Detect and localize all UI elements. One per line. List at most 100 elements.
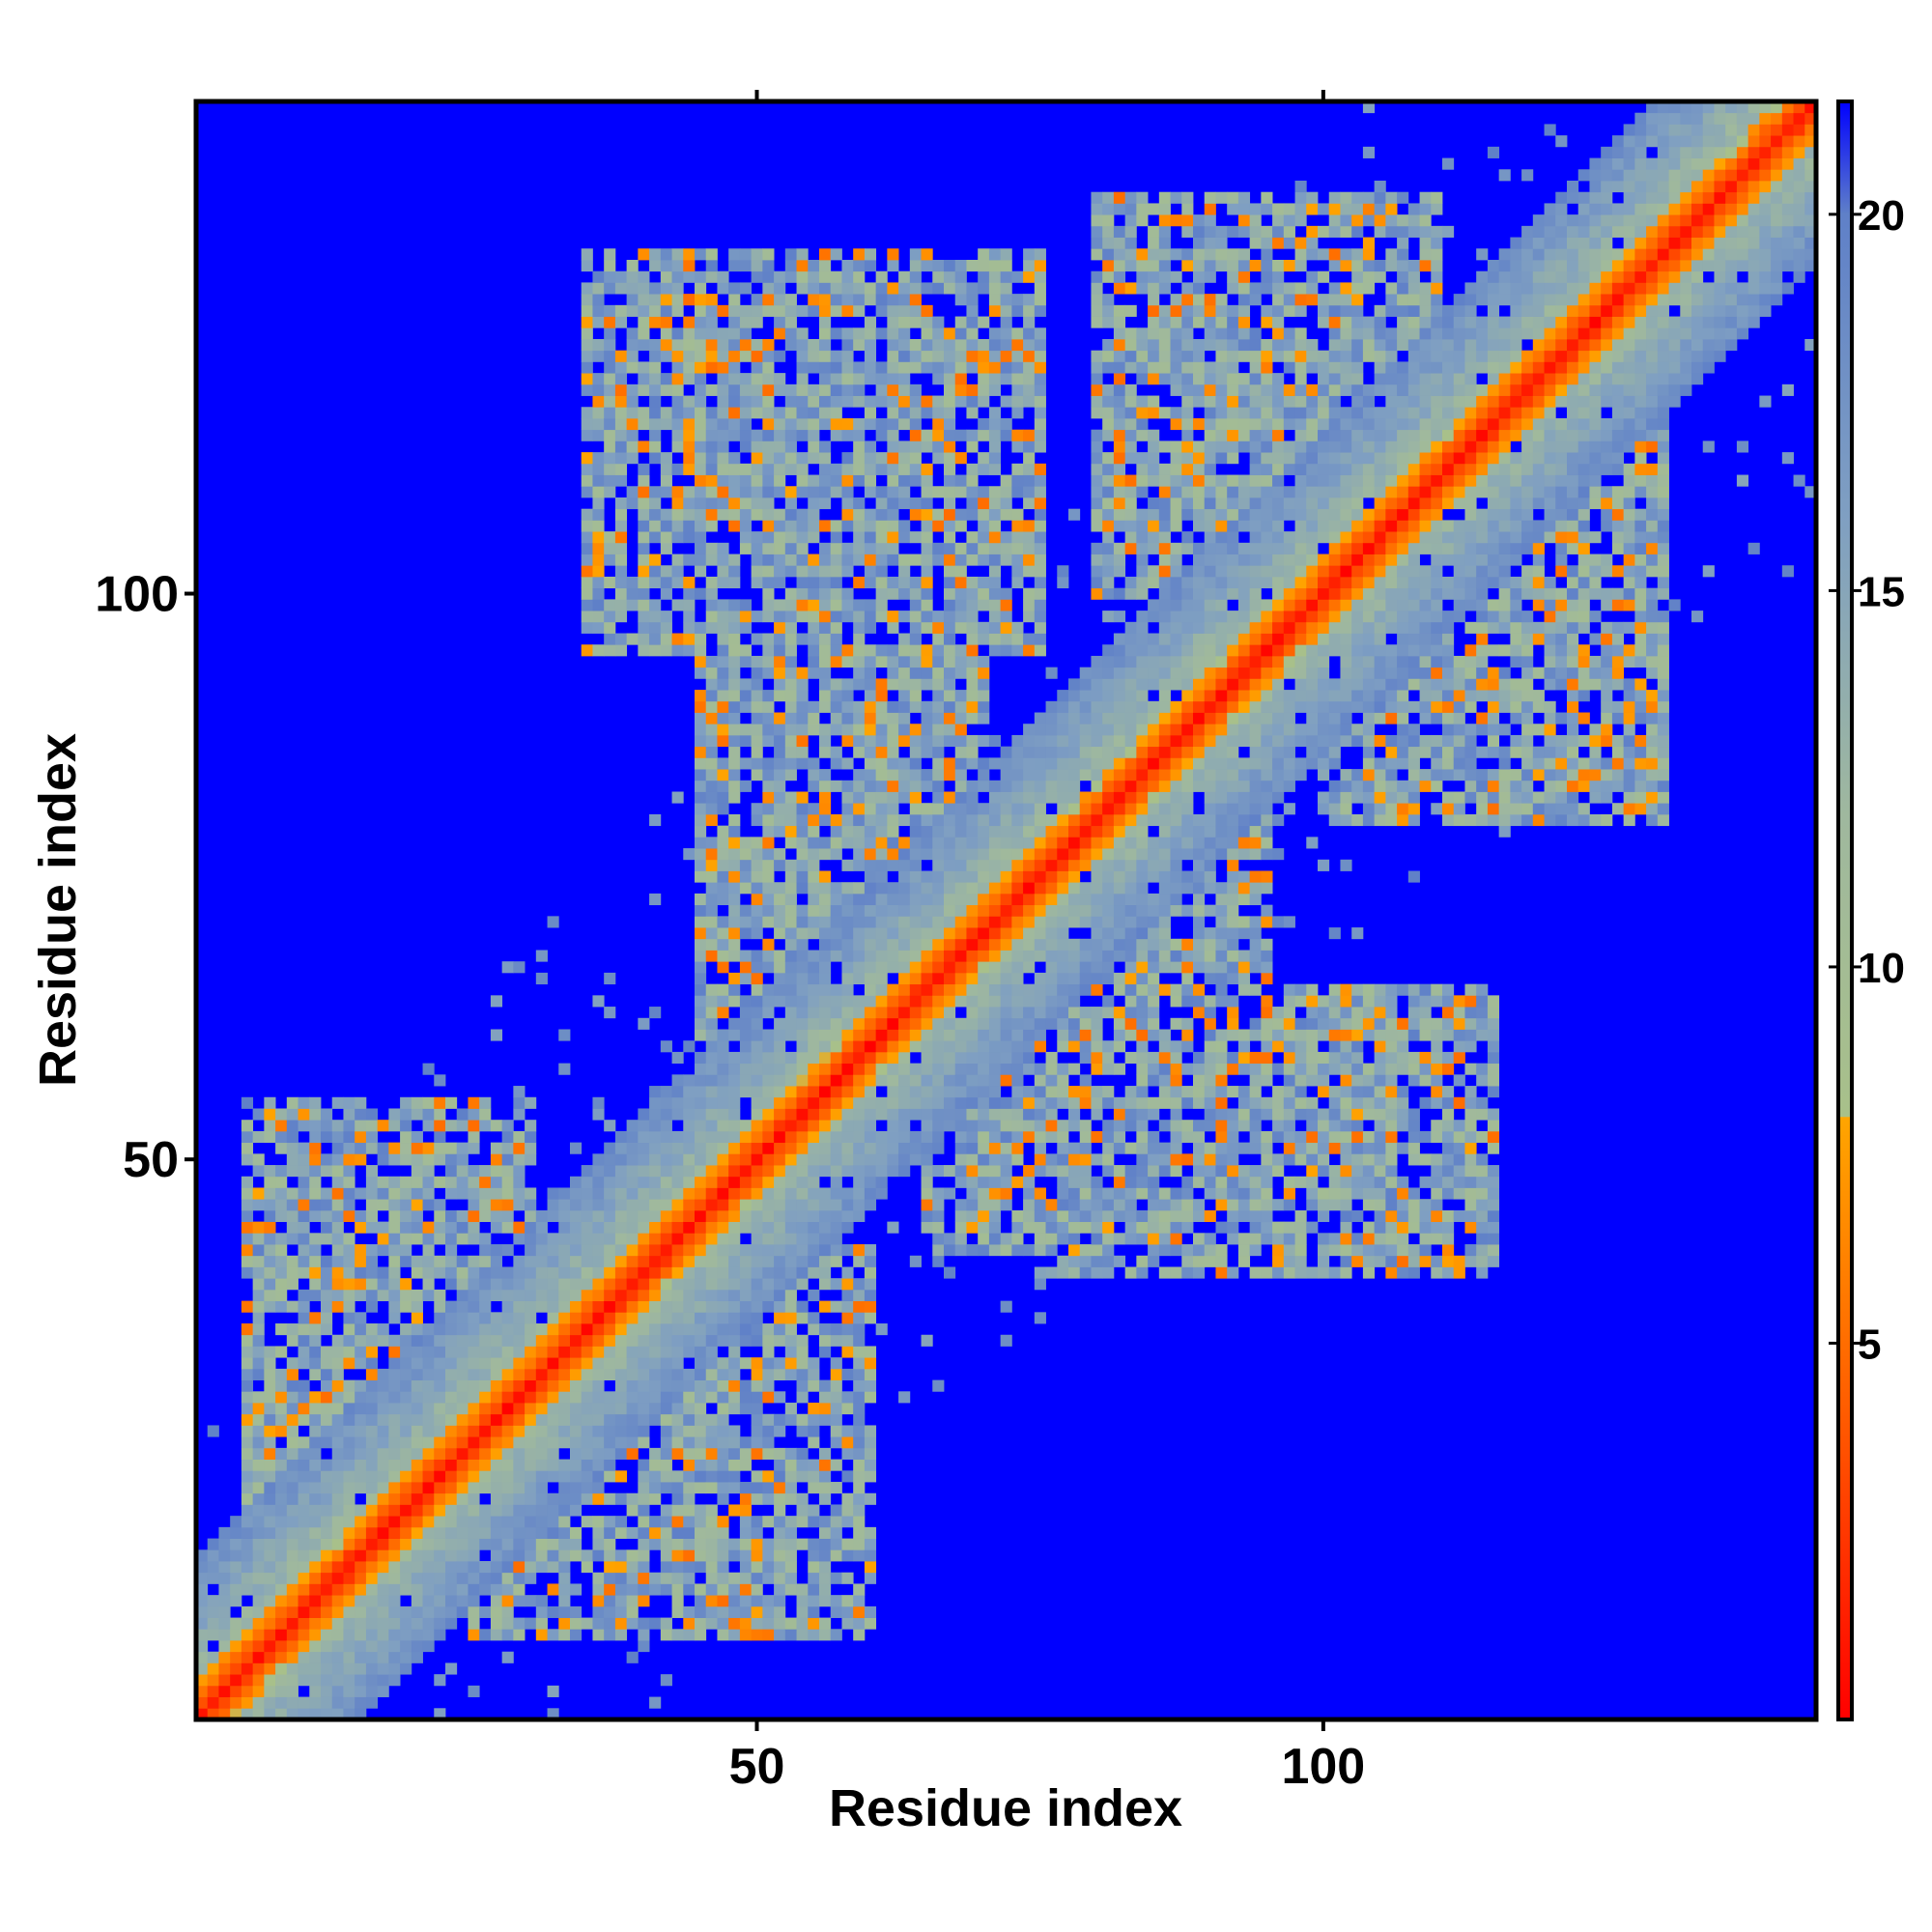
heatmap-cell: [830, 1629, 842, 1641]
heatmap-cell: [978, 497, 990, 510]
heatmap-cell: [331, 1391, 344, 1404]
heatmap-cell: [535, 1595, 548, 1607]
heatmap-cell: [705, 678, 718, 691]
heatmap-cell: [909, 667, 922, 679]
heatmap-cell: [355, 1323, 367, 1336]
heatmap-cell: [819, 621, 832, 634]
heatmap-cell: [932, 542, 945, 554]
heatmap-cell: [954, 1063, 967, 1075]
heatmap-cell: [581, 1165, 593, 1178]
heatmap-cell: [581, 1300, 593, 1313]
heatmap-cell: [558, 1266, 571, 1279]
heatmap-cell: [808, 950, 820, 962]
heatmap-cell: [1023, 395, 1036, 408]
heatmap-cell: [921, 813, 933, 827]
heatmap-cell: [875, 972, 888, 985]
heatmap-cell: [774, 294, 786, 306]
heatmap-cell: [830, 1096, 842, 1109]
heatmap-cell: [853, 1040, 866, 1053]
heatmap-cell: [649, 407, 662, 419]
heatmap-cell: [241, 1255, 254, 1267]
heatmap-cell: [796, 1357, 809, 1370]
heatmap-cell: [784, 1187, 797, 1200]
heatmap-cell: [717, 1108, 729, 1121]
heatmap-cell: [784, 746, 797, 758]
heatmap-cell: [604, 361, 616, 374]
heatmap-cell: [626, 486, 639, 498]
heatmap-cell: [751, 724, 763, 736]
heatmap-cell: [853, 1312, 866, 1324]
heatmap-cell: [705, 520, 718, 532]
heatmap-cell: [796, 463, 809, 475]
heatmap-cell: [808, 1357, 820, 1370]
heatmap-cell: [388, 1605, 401, 1618]
heatmap-cell: [796, 848, 809, 861]
heatmap-cell: [774, 893, 786, 906]
heatmap-cell: [944, 655, 956, 668]
heatmap-cell: [932, 508, 945, 521]
heatmap-cell: [434, 1561, 446, 1574]
heatmap-cell: [411, 1425, 423, 1437]
heatmap-cell: [808, 655, 820, 668]
heatmap-cell: [298, 1165, 310, 1178]
heatmap-cell: [343, 1425, 355, 1437]
heatmap-cell: [286, 1549, 298, 1562]
heatmap-cell: [331, 1187, 344, 1200]
heatmap-cell: [944, 870, 956, 883]
heatmap-cell: [909, 1096, 922, 1109]
heatmap-cell: [819, 1549, 832, 1562]
heatmap-cell: [1011, 327, 1024, 340]
heatmap-cell: [717, 395, 729, 408]
heatmap-cell: [592, 1153, 605, 1166]
heatmap-cell: [683, 1176, 696, 1188]
heatmap-cell: [377, 1516, 389, 1528]
heatmap-cell: [592, 429, 605, 441]
heatmap-cell: [343, 1413, 355, 1426]
heatmap-cell: [604, 1538, 616, 1550]
heatmap-cell: [513, 1323, 526, 1336]
heatmap-cell: [808, 531, 820, 544]
heatmap-cell: [1034, 474, 1046, 487]
heatmap-cell: [695, 757, 707, 770]
heatmap-cell: [954, 803, 967, 815]
heatmap-cell: [944, 1187, 956, 1200]
heatmap-cell: [400, 1379, 412, 1392]
heatmap-cell: [784, 407, 797, 419]
heatmap-cell: [331, 1278, 344, 1291]
heatmap-cell: [966, 259, 979, 272]
heatmap-cell: [592, 1413, 605, 1426]
heatmap-cell: [830, 813, 842, 827]
heatmap-cell: [864, 1130, 877, 1144]
heatmap-cell: [728, 1051, 741, 1065]
heatmap-cell: [614, 542, 628, 554]
heatmap-cell: [298, 1459, 310, 1471]
heatmap-cell: [988, 565, 1002, 578]
heatmap-cell: [705, 859, 718, 871]
heatmap-cell: [604, 1176, 616, 1188]
heatmap-cell: [649, 565, 662, 578]
heatmap-cell: [1034, 338, 1046, 352]
heatmap-cell: [490, 1391, 503, 1404]
heatmap-cell: [355, 1605, 367, 1618]
heatmap-cell: [932, 870, 945, 883]
heatmap-cell: [604, 1572, 616, 1584]
heatmap-cell: [830, 270, 842, 283]
heatmap-cell: [535, 1436, 548, 1449]
heatmap-cell: [898, 995, 911, 1008]
heatmap-cell: [944, 724, 956, 736]
heatmap-cell: [411, 1482, 423, 1494]
heatmap-cell: [479, 1289, 492, 1302]
heatmap-cell: [898, 813, 911, 827]
heatmap-cell: [717, 486, 729, 498]
heatmap-cell: [626, 1504, 639, 1517]
heatmap-cell: [355, 1187, 367, 1200]
heatmap-cell: [535, 1391, 548, 1404]
heatmap-cell: [954, 384, 967, 396]
heatmap-cell: [830, 644, 842, 657]
heatmap-cell: [400, 1289, 412, 1302]
heatmap-cell: [751, 950, 763, 962]
heatmap-cell: [649, 576, 662, 589]
heatmap-cell: [751, 1278, 763, 1291]
heatmap-cell: [638, 304, 650, 317]
heatmap-cell: [501, 1209, 514, 1223]
